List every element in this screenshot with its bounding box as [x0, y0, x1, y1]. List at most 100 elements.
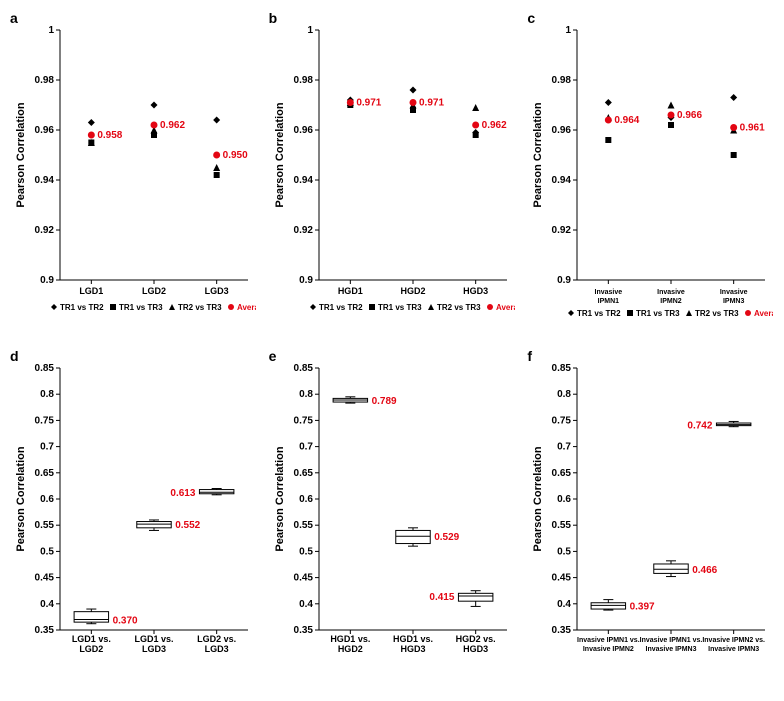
svg-text:TR1 vs TR3: TR1 vs TR3 — [119, 303, 163, 312]
svg-text:LGD1 vs.: LGD1 vs. — [72, 634, 111, 644]
svg-text:0.6: 0.6 — [40, 494, 54, 505]
svg-text:HGD2: HGD2 — [337, 644, 362, 654]
svg-text:0.6: 0.6 — [557, 494, 571, 505]
svg-text:0.966: 0.966 — [677, 110, 702, 121]
svg-text:Average: Average — [237, 303, 256, 312]
svg-text:LGD1: LGD1 — [79, 286, 103, 296]
svg-text:Invasive: Invasive — [595, 289, 623, 296]
svg-text:0.4: 0.4 — [557, 599, 571, 610]
svg-text:0.4: 0.4 — [299, 599, 313, 610]
svg-text:0.7: 0.7 — [557, 442, 571, 453]
svg-text:Pearson Correlation: Pearson Correlation — [15, 446, 27, 551]
svg-text:0.964: 0.964 — [615, 115, 640, 126]
svg-text:0.85: 0.85 — [552, 363, 572, 374]
panel-d: d 0.350.40.450.50.550.60.650.70.750.80.8… — [10, 348, 257, 678]
svg-text:Invasive IPMN3: Invasive IPMN3 — [646, 646, 697, 653]
svg-text:0.92: 0.92 — [35, 225, 55, 236]
svg-text:0.75: 0.75 — [293, 415, 313, 426]
svg-text:LGD1 vs.: LGD1 vs. — [134, 634, 173, 644]
svg-text:Pearson Correlation: Pearson Correlation — [532, 102, 544, 207]
svg-text:0.92: 0.92 — [293, 225, 313, 236]
svg-text:Invasive IPMN1 vs.: Invasive IPMN1 vs. — [640, 637, 703, 644]
svg-text:0.94: 0.94 — [35, 175, 55, 186]
svg-text:Average: Average — [496, 303, 515, 312]
svg-text:Pearson Correlation: Pearson Correlation — [532, 446, 544, 551]
svg-text:0.961: 0.961 — [740, 123, 765, 134]
svg-text:0.742: 0.742 — [688, 421, 713, 432]
svg-text:TR1 vs TR3: TR1 vs TR3 — [378, 303, 422, 312]
panel-letter-c: c — [527, 10, 535, 26]
svg-text:0.35: 0.35 — [293, 625, 313, 636]
panel-letter-d: d — [10, 348, 19, 364]
svg-text:IPMN2: IPMN2 — [661, 298, 683, 305]
svg-text:0.55: 0.55 — [293, 520, 313, 531]
svg-text:HGD3: HGD3 — [463, 644, 488, 654]
svg-text:0.962: 0.962 — [481, 120, 506, 131]
svg-text:Pearson Correlation: Pearson Correlation — [274, 446, 286, 551]
svg-text:0.65: 0.65 — [293, 468, 313, 479]
svg-text:0.75: 0.75 — [552, 415, 572, 426]
svg-text:TR2 vs TR3: TR2 vs TR3 — [695, 309, 739, 318]
figure-grid: a 0.90.920.940.960.981Pearson Correlatio… — [10, 10, 774, 678]
panel-e: e 0.350.40.450.50.550.60.650.70.750.80.8… — [269, 348, 516, 678]
chart-b: 0.90.920.940.960.981Pearson CorrelationH… — [269, 10, 515, 340]
svg-text:Pearson Correlation: Pearson Correlation — [15, 102, 27, 207]
svg-text:0.94: 0.94 — [293, 175, 313, 186]
svg-text:Average: Average — [754, 309, 773, 318]
svg-text:0.96: 0.96 — [293, 125, 313, 136]
svg-text:0.466: 0.466 — [693, 565, 718, 576]
svg-text:0.94: 0.94 — [552, 175, 572, 186]
svg-text:TR1 vs TR3: TR1 vs TR3 — [636, 309, 680, 318]
svg-text:0.971: 0.971 — [419, 98, 444, 109]
svg-text:0.96: 0.96 — [552, 125, 572, 136]
svg-text:0.7: 0.7 — [40, 442, 54, 453]
chart-c: 0.9 0.92 0.94 0.96 0.98 1 Pearson Correlation I… — [527, 10, 773, 340]
svg-text:TR2 vs TR3: TR2 vs TR3 — [178, 303, 222, 312]
svg-text:0.96: 0.96 — [35, 125, 55, 136]
svg-text:IPMN3: IPMN3 — [723, 298, 745, 305]
svg-text:0.613: 0.613 — [170, 488, 195, 499]
svg-text:LGD3: LGD3 — [205, 644, 229, 654]
svg-text:0.75: 0.75 — [35, 415, 55, 426]
svg-text:0.5: 0.5 — [40, 546, 54, 557]
panel-b: b 0.90.920.940.960.981Pearson Correlatio… — [269, 10, 516, 340]
svg-text:1: 1 — [307, 25, 313, 36]
svg-text:Invasive: Invasive — [658, 289, 686, 296]
svg-text:1: 1 — [48, 25, 54, 36]
svg-text:0.397: 0.397 — [630, 601, 655, 612]
svg-text:HGD3: HGD3 — [463, 286, 488, 296]
svg-text:LGD3: LGD3 — [205, 286, 229, 296]
svg-text:0.950: 0.950 — [223, 150, 248, 161]
svg-text:Pearson Correlation: Pearson Correlation — [274, 102, 286, 207]
svg-text:0.7: 0.7 — [299, 442, 313, 453]
svg-text:Invasive: Invasive — [720, 289, 748, 296]
svg-text:HGD1 vs.: HGD1 vs. — [393, 634, 433, 644]
svg-text:0.962: 0.962 — [160, 120, 185, 131]
svg-text:0.4: 0.4 — [40, 599, 54, 610]
svg-text:LGD3: LGD3 — [142, 644, 166, 654]
chart-e: 0.350.40.450.50.550.60.650.70.750.80.85P… — [269, 348, 515, 678]
svg-text:TR2 vs TR3: TR2 vs TR3 — [437, 303, 481, 312]
svg-text:Invasive IPMN1 vs.: Invasive IPMN1 vs. — [577, 637, 640, 644]
svg-text:HGD2 vs.: HGD2 vs. — [455, 634, 495, 644]
svg-text:LGD2: LGD2 — [142, 286, 166, 296]
svg-text:0.98: 0.98 — [552, 75, 572, 86]
svg-text:0.92: 0.92 — [552, 225, 572, 236]
svg-text:0.6: 0.6 — [299, 494, 313, 505]
svg-text:1: 1 — [566, 25, 572, 36]
svg-text:TR1 vs TR2: TR1 vs TR2 — [319, 303, 363, 312]
svg-text:0.9: 0.9 — [40, 275, 54, 286]
chart-a: 0.90.920.940.960.981Pearson CorrelationL… — [10, 10, 256, 340]
svg-text:0.370: 0.370 — [113, 616, 138, 627]
svg-text:0.85: 0.85 — [35, 363, 55, 374]
svg-text:0.8: 0.8 — [299, 389, 313, 400]
svg-text:Invasive IPMN2: Invasive IPMN2 — [583, 646, 634, 653]
svg-text:IPMN1: IPMN1 — [598, 298, 620, 305]
svg-text:0.65: 0.65 — [35, 468, 55, 479]
svg-text:Invasive IPMN3: Invasive IPMN3 — [709, 646, 760, 653]
svg-text:HGD1: HGD1 — [337, 286, 362, 296]
svg-text:HGD1 vs.: HGD1 vs. — [330, 634, 370, 644]
svg-text:0.9: 0.9 — [299, 275, 313, 286]
svg-text:TR1 vs TR2: TR1 vs TR2 — [60, 303, 104, 312]
svg-text:0.9: 0.9 — [557, 275, 571, 286]
